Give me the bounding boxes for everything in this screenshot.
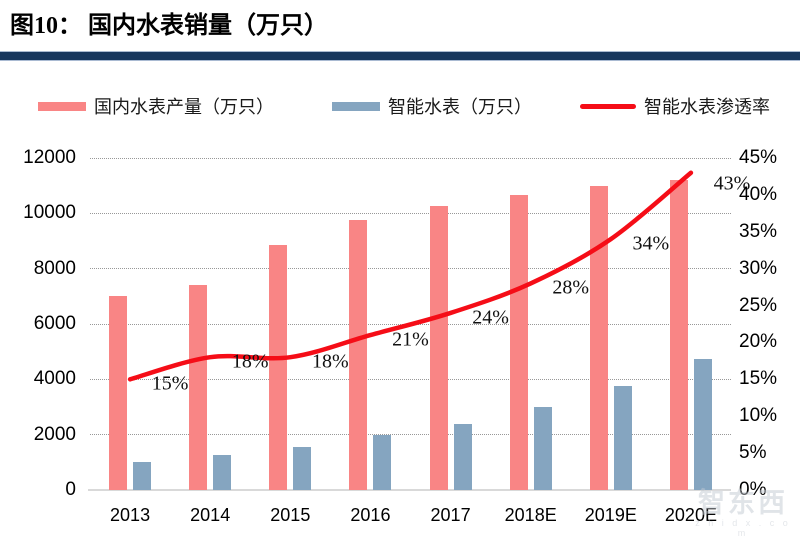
right-axis-tick: 35% bbox=[739, 220, 778, 242]
production-series-swatch-icon bbox=[38, 101, 86, 111]
x-axis-label: 2013 bbox=[110, 505, 151, 525]
bar-production bbox=[669, 180, 688, 490]
right-axis-tick: 40% bbox=[739, 183, 778, 205]
bar-smart-meter bbox=[693, 358, 712, 490]
bar-smart-meter bbox=[453, 423, 472, 490]
bar-production bbox=[109, 296, 128, 490]
bar-smart-meter bbox=[293, 447, 312, 490]
bar-smart-meter bbox=[613, 386, 632, 490]
legend-label-smart-meter: 智能水表（万只） bbox=[388, 97, 532, 117]
x-axis-label: 2016 bbox=[350, 505, 391, 525]
bar-smart-meter bbox=[133, 462, 152, 490]
penetration-data-label: 21% bbox=[392, 328, 429, 351]
penetration-data-label: 18% bbox=[231, 350, 269, 373]
legend-label-production: 国内水表产量（万只） bbox=[94, 97, 274, 117]
left-axis-tick: 12000 bbox=[23, 147, 76, 168]
right-axis-tick: 10% bbox=[739, 405, 778, 427]
left-axis-tick: 6000 bbox=[33, 313, 76, 334]
penetration-data-label: 15% bbox=[151, 372, 189, 395]
penetration-data-label: 28% bbox=[552, 276, 590, 299]
penetration-line-swatch-icon bbox=[580, 103, 636, 109]
x-axis-label: 2014 bbox=[190, 505, 231, 525]
bar-production bbox=[429, 206, 448, 490]
gridline bbox=[90, 434, 731, 436]
bar-production bbox=[269, 245, 288, 490]
figure-title: 图10： 国内水表销量（万只） bbox=[10, 13, 328, 39]
right-axis-tick: 5% bbox=[739, 442, 767, 464]
x-axis-label: 2018E bbox=[504, 505, 557, 525]
bar-smart-meter bbox=[533, 407, 552, 490]
left-axis-tick: 2000 bbox=[33, 423, 76, 445]
bar-production bbox=[589, 185, 608, 490]
bar-production bbox=[509, 195, 528, 490]
right-axis-tick: 20% bbox=[739, 331, 778, 353]
legend-label-penetration: 智能水表渗透率 bbox=[644, 97, 770, 117]
right-axis-tick: 25% bbox=[739, 294, 778, 316]
x-axis-label: 2019E bbox=[584, 505, 637, 525]
gridline bbox=[90, 268, 731, 270]
x-axis-label: 2020E bbox=[664, 505, 717, 525]
legend-item-production: 国内水表产量（万只） bbox=[38, 93, 274, 119]
x-axis-label: 2017 bbox=[430, 505, 471, 525]
bar-smart-meter bbox=[213, 455, 232, 490]
left-axis-tick: 0 bbox=[65, 479, 76, 500]
left-axis-tick: 8000 bbox=[33, 257, 76, 279]
right-axis-tick: 15% bbox=[739, 368, 778, 390]
right-axis-tick: 45% bbox=[739, 147, 778, 168]
penetration-data-label: 43% bbox=[713, 172, 751, 195]
legend-item-penetration: 智能水表渗透率 bbox=[580, 93, 770, 119]
penetration-data-label: 18% bbox=[311, 350, 349, 373]
right-axis-tick: 30% bbox=[739, 257, 778, 279]
left-axis-tick: 10000 bbox=[23, 202, 76, 224]
title-divider bbox=[0, 51, 800, 61]
bar-production bbox=[349, 220, 368, 490]
penetration-data-label: 34% bbox=[632, 232, 670, 255]
right-axis-tick: 0% bbox=[739, 479, 767, 500]
bar-production bbox=[189, 285, 208, 490]
gridline bbox=[90, 157, 731, 159]
penetration-data-label: 24% bbox=[472, 306, 509, 329]
gridline bbox=[90, 323, 731, 325]
bar-smart-meter bbox=[373, 434, 392, 490]
x-axis-label: 2015 bbox=[270, 505, 311, 525]
gridline bbox=[90, 212, 731, 214]
x-axis-line bbox=[88, 489, 731, 491]
smart-meter-series-swatch-icon bbox=[332, 101, 380, 111]
legend-item-smart-meter: 智能水表（万只） bbox=[332, 93, 532, 119]
left-axis-tick: 4000 bbox=[33, 368, 76, 390]
